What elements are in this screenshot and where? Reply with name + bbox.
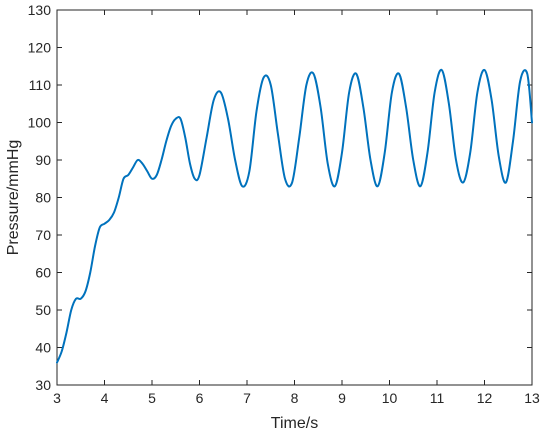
y-tick-label: 60 — [35, 265, 51, 281]
x-tick-label: 8 — [291, 390, 299, 406]
y-axis-label: Pressure/mmHg — [5, 140, 22, 256]
x-tick-label: 9 — [338, 390, 346, 406]
x-tick-label: 7 — [243, 390, 251, 406]
y-tick-label: 120 — [28, 40, 52, 56]
x-tick-label: 6 — [196, 390, 204, 406]
plot-area — [56, 9, 533, 386]
series-line — [56, 68, 533, 364]
y-tick-label: 100 — [28, 115, 52, 131]
x-tick-label: 12 — [477, 390, 493, 406]
y-axis: 30 40 50 60 70 80 90 100 110 120 130 — [28, 2, 532, 393]
y-tick-label: 130 — [28, 2, 52, 18]
plot-frame — [56, 9, 533, 386]
x-axis: 3 4 5 6 7 8 9 10 11 12 13 — [53, 10, 540, 406]
x-tick-label: 13 — [524, 390, 540, 406]
y-tick-label: 30 — [35, 377, 51, 393]
x-axis-label: Time/s — [271, 415, 318, 432]
y-tick-label: 90 — [35, 152, 51, 168]
y-tick-label: 80 — [35, 190, 51, 206]
x-tick-label: 4 — [101, 390, 109, 406]
x-tick-label: 10 — [382, 390, 398, 406]
y-tick-label: 110 — [29, 77, 52, 93]
x-tick-label: 11 — [430, 390, 445, 406]
series-group — [56, 68, 533, 364]
x-tick-label: 3 — [53, 390, 61, 406]
x-tick-label: 5 — [148, 390, 156, 406]
y-tick-label: 70 — [35, 227, 51, 243]
y-tick-label: 40 — [35, 340, 51, 356]
y-tick-label: 50 — [35, 302, 51, 318]
